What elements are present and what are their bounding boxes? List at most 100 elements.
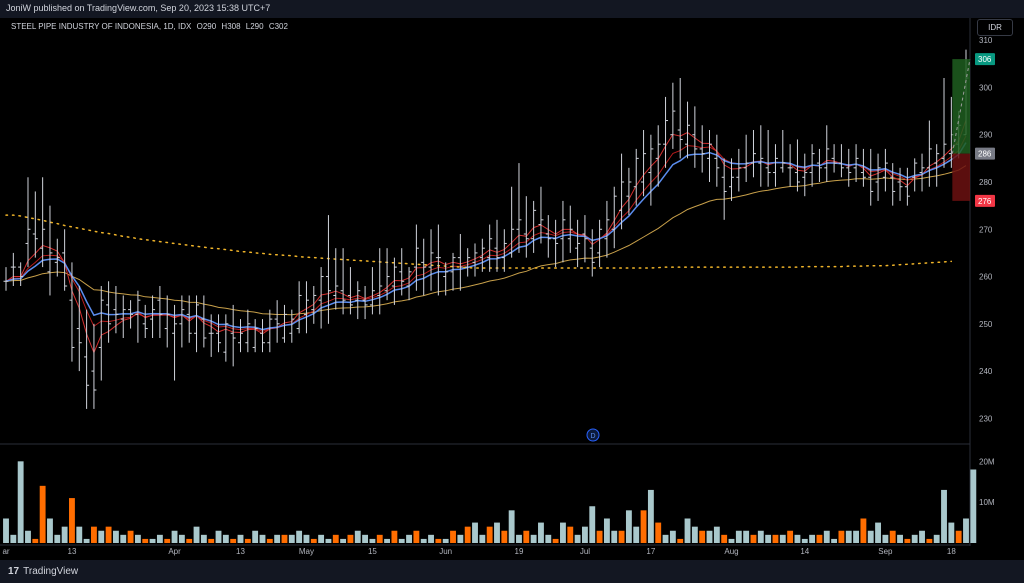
volume-bar xyxy=(83,538,90,543)
volume-bar xyxy=(816,534,823,543)
volume-bar xyxy=(538,522,544,543)
volume-bar xyxy=(963,518,969,543)
price-tick-label: 250 xyxy=(979,320,993,329)
volume-bar xyxy=(970,469,977,543)
volume-bar xyxy=(464,526,471,543)
long-moving-average-dotted-line xyxy=(5,214,953,269)
price-tick-label: 280 xyxy=(979,178,993,187)
volume-bar xyxy=(281,534,288,543)
volume-bar xyxy=(398,538,405,543)
time-tick-label: 14 xyxy=(800,547,809,556)
volume-bar xyxy=(955,530,962,543)
volume-bar xyxy=(98,530,105,543)
volume-bar xyxy=(222,534,229,543)
volume-bar xyxy=(691,526,698,543)
volume-bar xyxy=(288,534,295,543)
volume-bar xyxy=(750,534,757,543)
volume-bar xyxy=(501,530,508,543)
loss-zone-box xyxy=(952,153,970,201)
volume-bar xyxy=(186,538,193,543)
brand-name: TradingView xyxy=(23,566,79,577)
volume-bar xyxy=(684,518,691,543)
time-tick-label: Sep xyxy=(878,547,893,556)
time-tick-label: Jun xyxy=(439,547,452,556)
volume-bar xyxy=(406,534,412,543)
volume-bar xyxy=(325,538,332,543)
volume-bar xyxy=(310,538,317,543)
time-tick-label: 18 xyxy=(947,547,956,556)
volume-bar xyxy=(332,534,339,543)
volume-bar xyxy=(523,530,530,543)
volume-bar xyxy=(911,534,918,543)
volume-bar xyxy=(32,538,39,543)
volume-bar xyxy=(274,534,281,543)
volume-bar xyxy=(17,461,24,543)
volume-bar xyxy=(120,534,127,543)
volume-bar xyxy=(347,534,354,543)
tradingview-logo-icon: 17 xyxy=(8,566,20,577)
symbol-legend[interactable]: STEEL PIPE INDUSTRY OF INDONESIA, 1D, ID… xyxy=(11,22,288,31)
volume-bar xyxy=(149,538,156,543)
volume-bar xyxy=(889,530,896,543)
volume-bar xyxy=(76,526,83,543)
volume-bar xyxy=(640,510,647,543)
volume-bar xyxy=(941,489,947,543)
price-tick-label: 230 xyxy=(979,414,993,423)
volume-bar xyxy=(10,534,17,543)
volume-bar xyxy=(3,518,9,543)
volume-bar xyxy=(193,526,200,543)
volume-bar xyxy=(376,534,383,543)
volume-bar xyxy=(875,522,881,543)
volume-bar xyxy=(603,518,610,543)
volume-bar xyxy=(545,534,552,543)
volume-bar xyxy=(589,506,596,543)
volume-bar xyxy=(516,534,522,543)
price-tick-label: 310 xyxy=(979,36,993,45)
time-tick-label: 17 xyxy=(646,547,655,556)
volume-bar xyxy=(904,538,911,543)
volume-bar xyxy=(897,534,903,543)
volume-bar xyxy=(479,534,486,543)
volume-bar xyxy=(882,534,889,543)
volume-bar xyxy=(112,530,119,543)
price-tick-label: 240 xyxy=(979,367,993,376)
time-tick-label: Apr xyxy=(168,547,181,556)
volume-bar xyxy=(457,534,464,543)
volume-bar xyxy=(47,518,53,543)
chart-area[interactable]: 230 240 250 260 270 280 290 300 310 10M 20M ar 13 Apr… xyxy=(0,18,1024,560)
volume-bar xyxy=(801,538,808,543)
time-tick-label: ar xyxy=(2,547,9,556)
price-label-stop xyxy=(975,194,995,207)
volume-bar xyxy=(743,530,750,543)
volume-bar xyxy=(779,534,786,543)
legend-low-value: 290 xyxy=(250,22,264,31)
slow-moving-average-line xyxy=(5,165,967,316)
volume-bar xyxy=(552,538,559,543)
volume-bar xyxy=(655,522,662,543)
volume-bar xyxy=(706,530,713,543)
volume-bar xyxy=(369,538,376,543)
brand[interactable]: 17 TradingView xyxy=(8,566,78,577)
publish-bar: JoniW published on TradingView.com, Sep … xyxy=(0,0,1024,18)
price-tick-label: 290 xyxy=(979,131,993,140)
volume-bar xyxy=(508,510,515,543)
volume-bar xyxy=(413,530,420,543)
volume-bar xyxy=(823,530,830,543)
volume-bar xyxy=(838,530,845,543)
volume-bar xyxy=(252,530,259,543)
currency-button[interactable]: IDR xyxy=(977,19,1013,36)
time-tick-label: 15 xyxy=(368,547,377,556)
volume-bar xyxy=(39,485,46,543)
time-tick-label: May xyxy=(299,547,314,556)
volume-bar xyxy=(54,534,61,543)
volume-bar xyxy=(919,530,925,543)
volume-bar xyxy=(567,526,574,543)
volume-bar xyxy=(215,530,222,543)
volume-bar xyxy=(831,538,838,543)
volume-bar xyxy=(134,534,141,543)
price-volume-chart[interactable]: 230 240 250 260 270 280 290 300 310 10M 20M ar 13 Apr… xyxy=(0,18,1024,560)
volume-bar xyxy=(171,530,178,543)
time-tick-label: Aug xyxy=(724,547,738,556)
volume-tick-label: 20M xyxy=(979,457,995,466)
price-label-target xyxy=(975,53,995,66)
